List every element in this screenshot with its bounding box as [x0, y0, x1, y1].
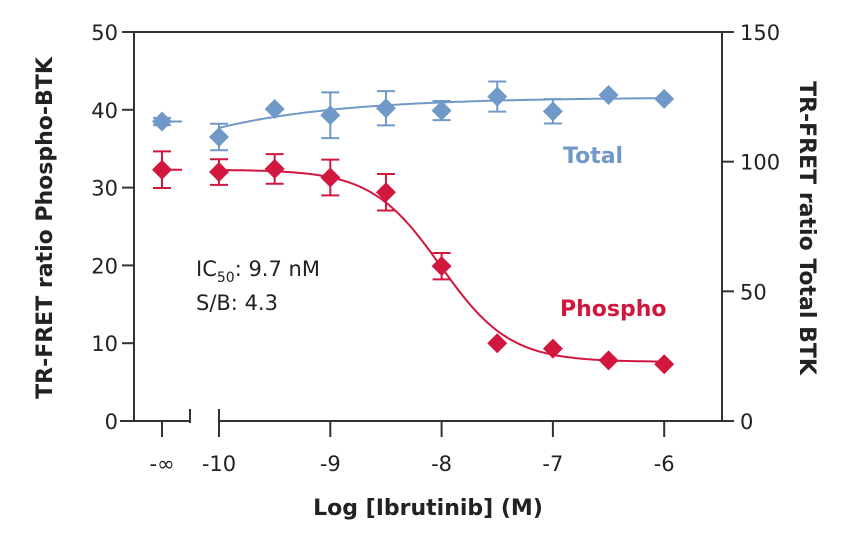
series-label-total: Total [563, 144, 623, 169]
y-right-tick-label: 150 [740, 21, 780, 45]
y-left-tick-label: 0 [105, 410, 118, 434]
data-point-phospho [320, 167, 341, 188]
data-point-total [264, 99, 285, 120]
data-point-total [431, 100, 452, 121]
data-point-total [375, 98, 396, 119]
data-point-phospho [375, 182, 396, 203]
data-point-total [209, 127, 229, 148]
y-left-tick-label: 30 [91, 177, 118, 201]
x-tick-label: -10 [202, 452, 236, 476]
y-right-tick-label: 100 [740, 151, 780, 175]
data-point-phospho [152, 159, 172, 180]
ic50-subscript: 50 [217, 270, 235, 286]
data-point-phospho [209, 162, 229, 183]
data-point-phospho [487, 333, 508, 354]
data-point-total [654, 88, 675, 109]
data-point-phospho [542, 338, 563, 359]
data-point-total [487, 86, 508, 107]
y-axis-right-title: TR-FRET ratio Total BTK [794, 81, 819, 376]
sb-annotation: S/B: 4.3 [196, 291, 278, 315]
series-label-phospho: Phospho [560, 297, 667, 322]
ic50-annotation: IC50: 9.7 nM [196, 257, 320, 286]
x-tick-label: -6 [654, 452, 675, 476]
y-axis-left-title: TR-FRET ratio Phospho-BTK [33, 56, 58, 399]
data-point-total [152, 111, 172, 132]
y-left-tick-label: 20 [91, 254, 118, 278]
data-point-total [320, 105, 341, 126]
data-point-phospho [654, 354, 675, 375]
y-right-tick-label: 0 [740, 410, 753, 434]
y-left-tick-label: 40 [91, 99, 118, 123]
x-tick-label: -9 [320, 452, 341, 476]
x-tick-label: -7 [542, 452, 563, 476]
data-point-phospho [264, 158, 285, 179]
y-right-tick-label: 50 [740, 280, 767, 304]
data-point-phospho [431, 256, 452, 277]
y-left-tick-label: 50 [91, 21, 118, 45]
x-tick-label: -∞ [149, 452, 174, 476]
data-point-total [542, 101, 563, 122]
x-axis-title: Log [Ibrutinib] (M) [313, 496, 543, 521]
data-point-phospho [598, 350, 619, 371]
data-point-total [598, 85, 619, 106]
ic50-prefix: IC [196, 257, 217, 281]
x-tick-label: -8 [431, 452, 452, 476]
y-left-tick-label: 10 [91, 332, 118, 356]
ic50-value: : 9.7 nM [235, 257, 320, 281]
